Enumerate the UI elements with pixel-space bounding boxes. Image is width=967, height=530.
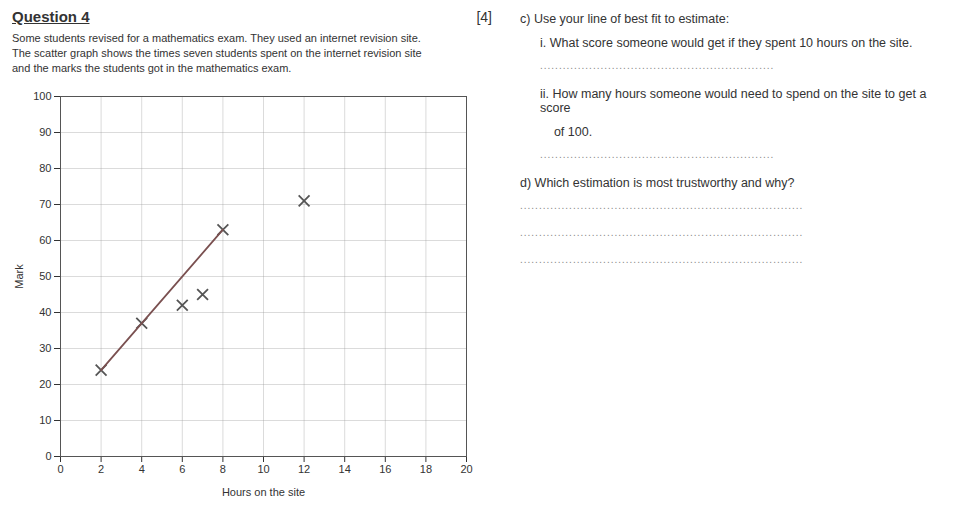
svg-text:8: 8 — [220, 463, 226, 475]
svg-text:30: 30 — [39, 342, 51, 354]
svg-text:10: 10 — [257, 463, 269, 475]
html-text:d) Which estimation is most tr: d) Which estimation is most trustworthy … — [520, 176, 795, 190]
svg-text:14: 14 — [339, 463, 351, 475]
svg-text:12: 12 — [298, 463, 310, 475]
svg-text:18: 18 — [420, 463, 432, 475]
svg-text:2: 2 — [98, 463, 104, 475]
html-text:c) Use your line of best fit t: c) Use your line of best fit to estimate… — [520, 12, 730, 26]
svg-text:4: 4 — [139, 463, 145, 475]
svg-text:6: 6 — [179, 463, 185, 475]
svg-text:0: 0 — [57, 463, 63, 475]
svg-text:40: 40 — [39, 306, 51, 318]
svg-text:Mark: Mark — [13, 263, 25, 288]
html-text:ii. How many hours someone wou: ii. How many hours someone would need to… — [540, 87, 930, 115]
html-text:[4]: [4] — [476, 9, 492, 25]
html-text:of 100.: of 100. — [540, 125, 593, 139]
svg-text:10: 10 — [39, 414, 51, 426]
svg-text:80: 80 — [39, 162, 51, 174]
svg-text:70: 70 — [39, 198, 51, 210]
svg-text:20: 20 — [460, 463, 472, 475]
svg-text:Hours on the site: Hours on the site — [222, 485, 305, 497]
svg-text:60: 60 — [39, 234, 51, 246]
svg-text:100: 100 — [33, 90, 51, 102]
html-text:Question 4: Question 4 — [12, 8, 90, 25]
svg-text:90: 90 — [39, 126, 51, 138]
svg-text:16: 16 — [379, 463, 391, 475]
svg-text:20: 20 — [39, 378, 51, 390]
svg-text:0: 0 — [45, 450, 51, 462]
svg-text:50: 50 — [39, 270, 51, 282]
html-text:Some students revised for a ma: Some students revised for a mathematics … — [12, 32, 422, 74]
html-text:i. What score someone would ge: i. What score someone would get if they … — [540, 36, 913, 50]
